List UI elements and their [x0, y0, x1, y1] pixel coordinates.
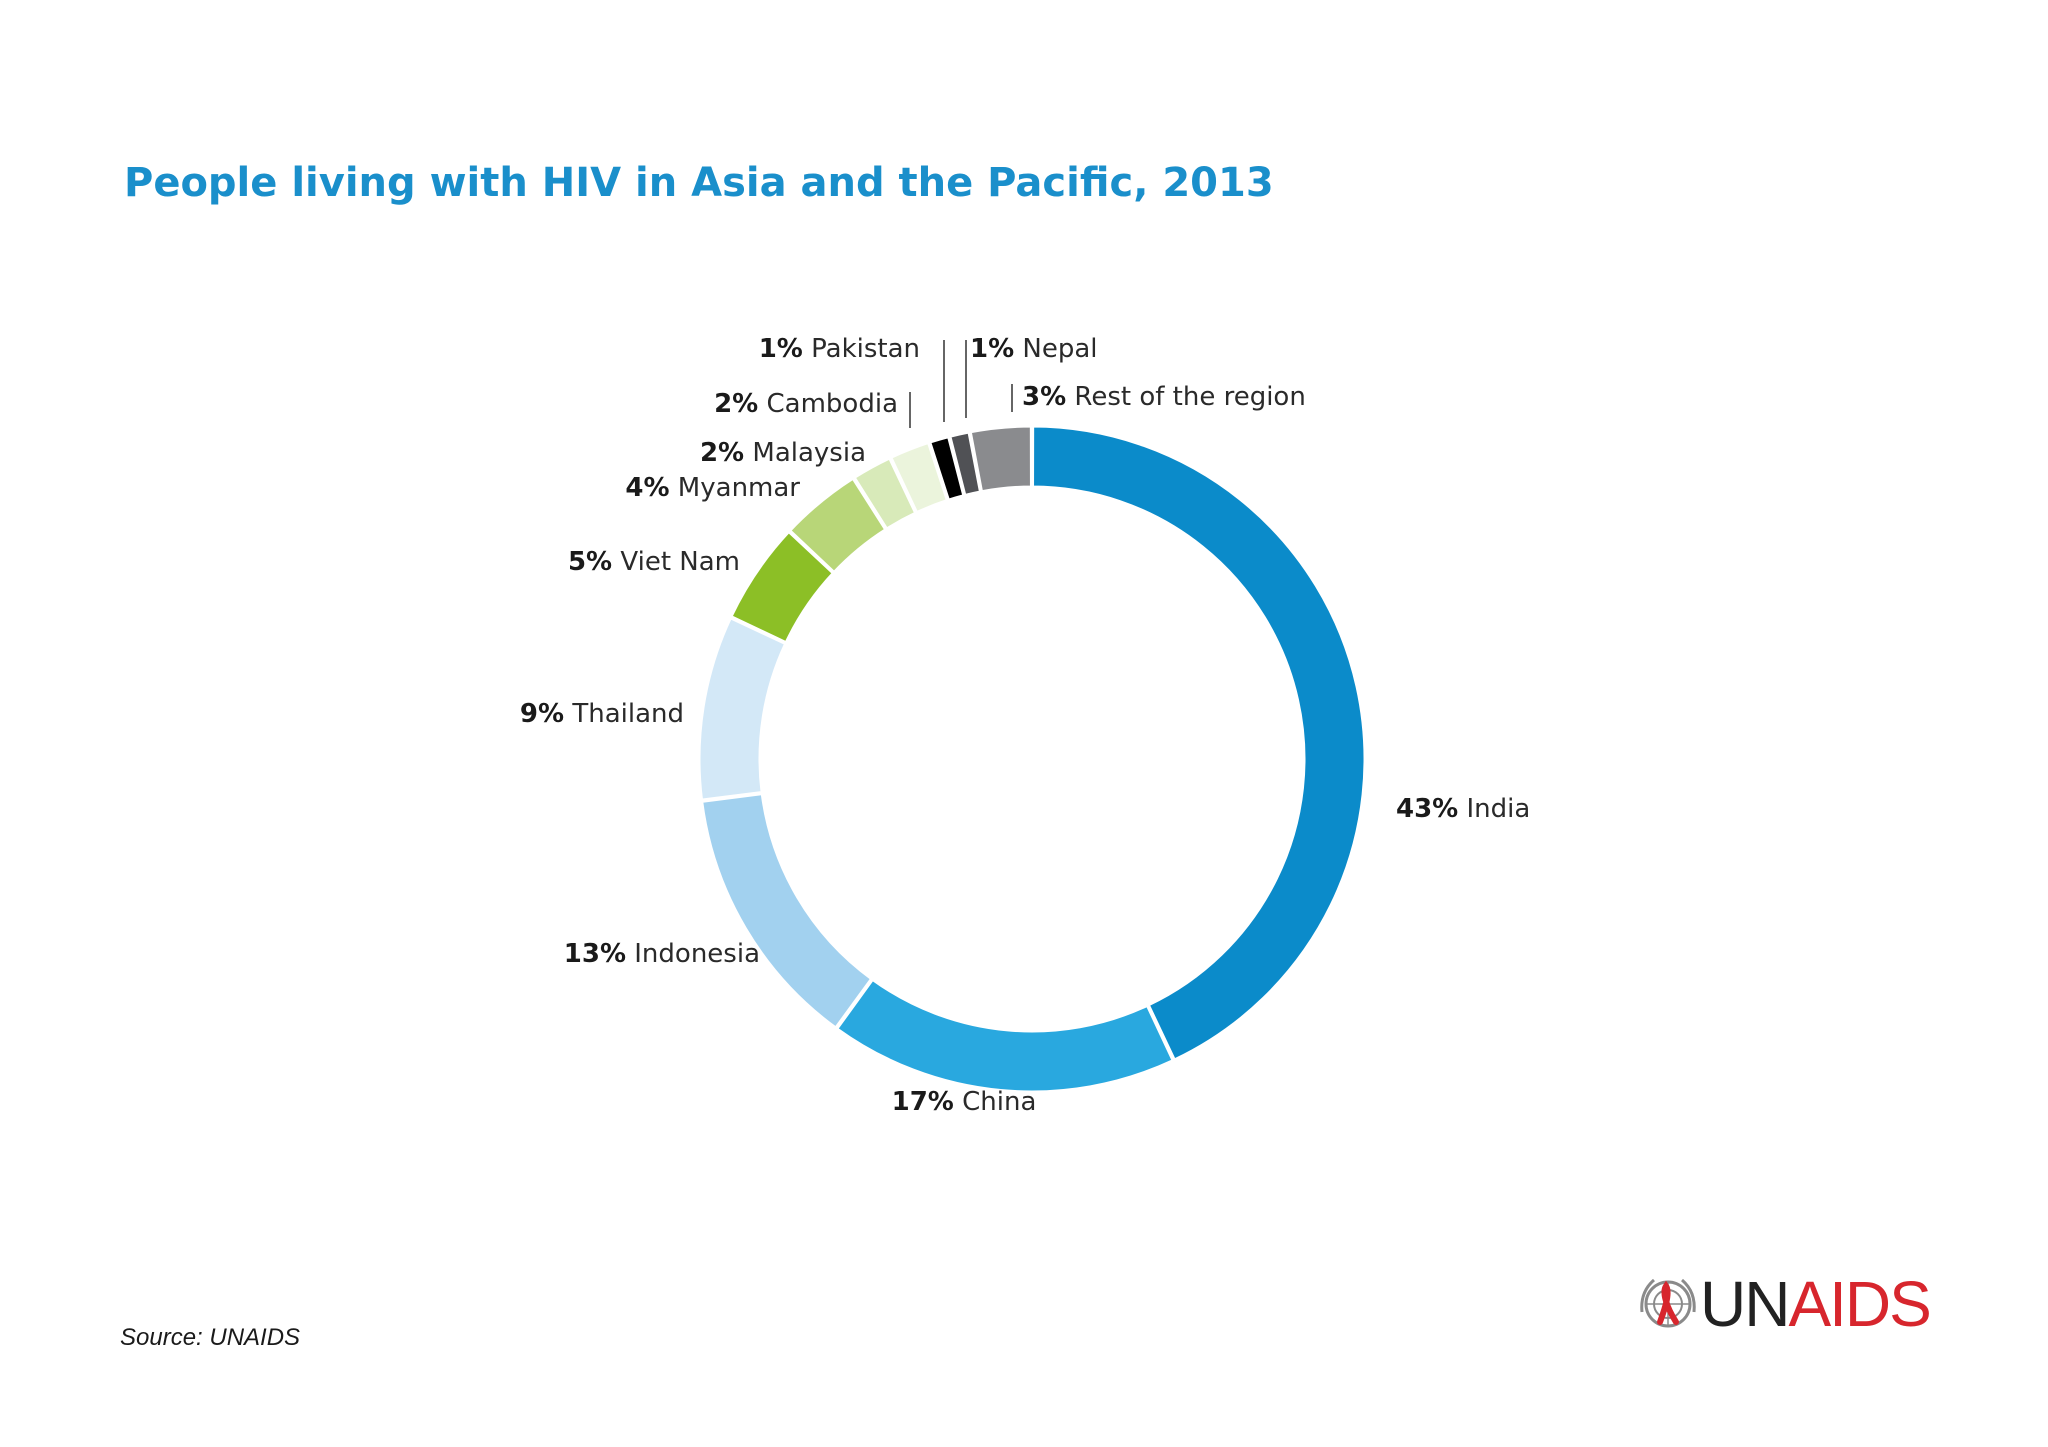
slice-label-pct: 4% — [625, 473, 669, 503]
source-note: Source: UNAIDS — [120, 1324, 301, 1351]
slice-label-name: Nepal — [1014, 334, 1097, 364]
donut-slice-china — [834, 977, 1176, 1094]
slice-label-pct: 1% — [759, 334, 803, 364]
slice-label-viet-nam: 5% Viet Nam — [568, 547, 740, 577]
slice-label-cambodia: 2% Cambodia — [714, 389, 898, 419]
unaids-logo: UNAIDS — [1636, 1272, 1932, 1336]
slice-label-name: Rest of the region — [1066, 382, 1306, 412]
donut-slice-indonesia — [700, 791, 874, 1031]
logo-un-text: UN — [1700, 1268, 1790, 1340]
donut-slice-thailand — [697, 615, 788, 802]
slice-label-nepal: 1% Nepal — [970, 334, 1098, 364]
slice-label-thailand: 9% Thailand — [520, 699, 684, 729]
slice-label-name: Thailand — [564, 699, 684, 729]
slice-label-rest-of-the-region: 3% Rest of the region — [1022, 382, 1306, 412]
chart-title: People living with HIV in Asia and the P… — [124, 160, 1274, 206]
slice-label-indonesia: 13% Indonesia — [564, 939, 760, 969]
slice-label-pct: 5% — [568, 547, 612, 577]
logo-aids-text: AIDS — [1788, 1268, 1931, 1340]
donut-slices — [697, 424, 1367, 1094]
slice-label-pct: 17% — [892, 1087, 954, 1117]
slice-label-name: Pakistan — [803, 334, 920, 364]
un-emblem-icon — [1640, 1278, 1696, 1328]
slice-label-india: 43% India — [1396, 794, 1530, 824]
slice-label-myanmar: 4% Myanmar — [625, 473, 800, 503]
logo-wordmark: UNAIDS — [1700, 1272, 1932, 1336]
slice-label-malaysia: 2% Malaysia — [700, 438, 866, 468]
slice-label-pct: 2% — [714, 389, 758, 419]
slice-label-name: India — [1458, 794, 1530, 824]
slice-label-name: Indonesia — [626, 939, 760, 969]
slice-label-pct: 43% — [1396, 794, 1458, 824]
slice-label-name: Cambodia — [758, 389, 898, 419]
slice-label-pct: 1% — [970, 334, 1014, 364]
slice-label-pct: 13% — [564, 939, 626, 969]
donut-slice-india — [1031, 424, 1367, 1063]
slice-label-pct: 9% — [520, 699, 564, 729]
slice-label-pct: 3% — [1022, 382, 1066, 412]
slice-label-china: 17% China — [892, 1087, 1037, 1117]
slice-label-name: Malaysia — [744, 438, 866, 468]
slice-labels: 43% India 17% China 13% Indonesia 9% Thaila… — [520, 334, 1530, 1117]
donut-slice-rest-of-the-region — [968, 424, 1033, 494]
slice-label-pakistan: 1% Pakistan — [759, 334, 920, 364]
slice-label-name: Viet Nam — [612, 547, 740, 577]
leader-lines — [909, 340, 1013, 428]
slice-label-name: China — [954, 1087, 1037, 1117]
slice-label-pct: 2% — [700, 438, 744, 468]
slice-label-name: Myanmar — [670, 473, 801, 503]
